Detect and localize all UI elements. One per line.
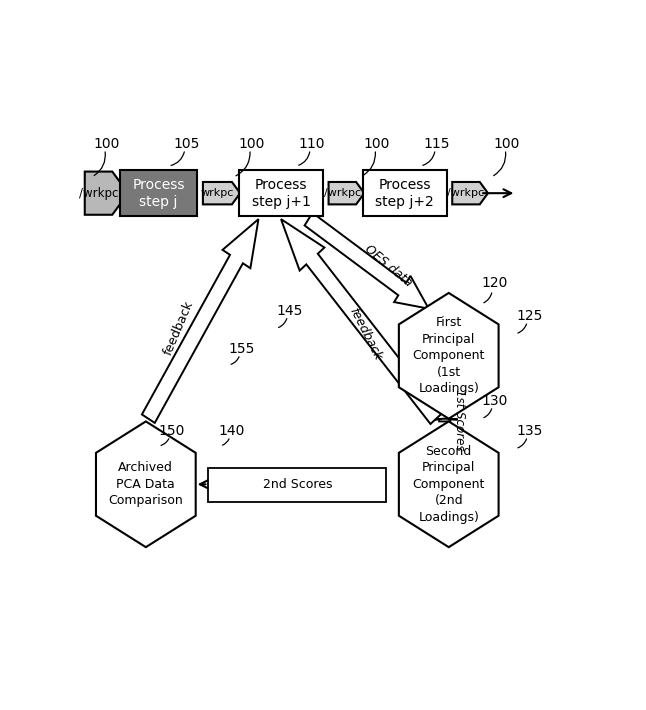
Text: 100: 100 xyxy=(494,137,520,151)
Text: 100: 100 xyxy=(364,137,390,151)
Polygon shape xyxy=(432,419,458,422)
Text: Process
step j+1: Process step j+1 xyxy=(251,178,311,209)
Text: 1st Scores: 1st Scores xyxy=(453,389,466,451)
Bar xyxy=(239,170,323,217)
Polygon shape xyxy=(85,172,128,214)
Text: wrkpc: wrkpc xyxy=(201,188,234,198)
Polygon shape xyxy=(399,293,499,419)
Bar xyxy=(209,468,386,502)
Text: Process
step j+2: Process step j+2 xyxy=(375,178,434,209)
Polygon shape xyxy=(399,422,499,547)
Text: OES data: OES data xyxy=(362,242,415,289)
Text: 100: 100 xyxy=(238,137,265,151)
Polygon shape xyxy=(305,213,429,309)
Text: 125: 125 xyxy=(516,309,543,323)
Text: /wrkpc: /wrkpc xyxy=(448,188,484,198)
Text: /wrkpc: /wrkpc xyxy=(79,187,118,200)
Text: feedback: feedback xyxy=(346,305,384,363)
Text: 105: 105 xyxy=(173,137,200,151)
Polygon shape xyxy=(329,182,364,204)
Text: 150: 150 xyxy=(158,424,185,438)
Text: 115: 115 xyxy=(424,137,450,151)
Text: 135: 135 xyxy=(516,424,543,438)
Text: /wrkpc: /wrkpc xyxy=(324,188,361,198)
Polygon shape xyxy=(203,182,240,204)
Text: 140: 140 xyxy=(218,424,245,438)
Polygon shape xyxy=(281,219,442,424)
Text: Archived
PCA Data
Comparison: Archived PCA Data Comparison xyxy=(109,462,183,507)
Polygon shape xyxy=(142,219,258,423)
Polygon shape xyxy=(452,182,488,204)
Text: 2nd Scores: 2nd Scores xyxy=(262,479,332,491)
Text: 155: 155 xyxy=(229,342,255,356)
Text: 145: 145 xyxy=(276,304,302,317)
Text: 130: 130 xyxy=(481,394,508,408)
Text: First
Principal
Component
(1st
Loadings): First Principal Component (1st Loadings) xyxy=(413,317,485,395)
Text: Second
Principal
Component
(2nd
Loadings): Second Principal Component (2nd Loadings… xyxy=(413,444,485,524)
Text: 110: 110 xyxy=(298,137,325,151)
Bar xyxy=(362,170,447,217)
Polygon shape xyxy=(96,422,196,547)
Text: 100: 100 xyxy=(93,137,120,151)
Text: feedback: feedback xyxy=(161,300,196,358)
Text: 120: 120 xyxy=(481,276,508,290)
Bar xyxy=(120,170,198,217)
Text: Process
step j: Process step j xyxy=(132,178,185,209)
